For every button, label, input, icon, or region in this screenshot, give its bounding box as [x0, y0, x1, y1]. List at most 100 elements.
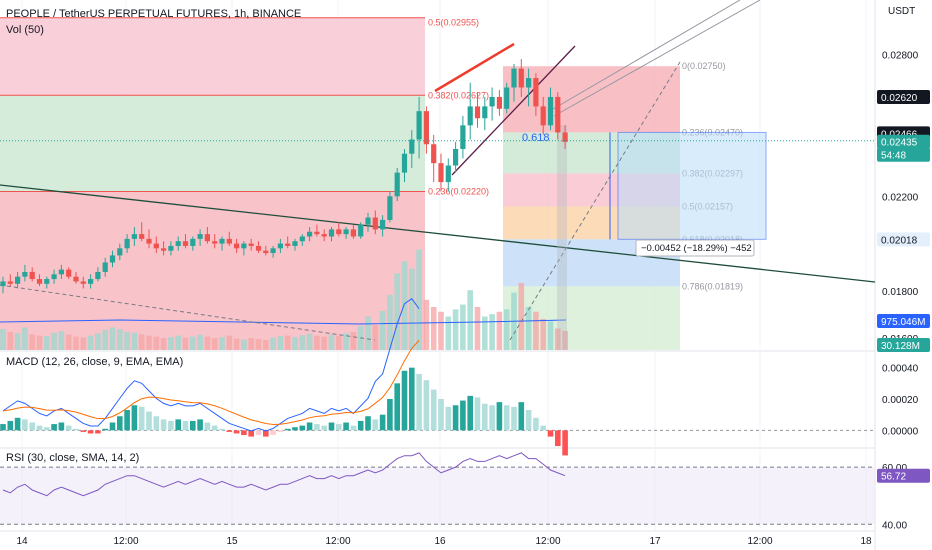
- candle-body: [95, 271, 101, 280]
- macd-tick: 0.00020: [882, 395, 919, 406]
- channel-line: [547, 0, 741, 113]
- volume-bar: [336, 335, 342, 350]
- rsi-value-tag: 56.72: [881, 472, 906, 483]
- candle-body: [445, 165, 451, 183]
- measure-tooltip-box: [635, 239, 755, 257]
- macd-histogram-bar: [489, 405, 495, 431]
- macd-histogram-bar: [314, 424, 320, 431]
- candle-body: [409, 139, 415, 154]
- volume-bar: [314, 335, 320, 350]
- macd-histogram-bar: [146, 411, 152, 431]
- volume-bar: [168, 337, 174, 350]
- time-tick: 15: [226, 536, 238, 547]
- price-tag-low: 0.02018: [881, 235, 918, 246]
- candle-body: [555, 96, 561, 133]
- candle-body: [7, 281, 13, 284]
- volume-bar: [503, 309, 510, 350]
- volume-bar: [14, 333, 21, 350]
- candle-body: [255, 245, 262, 251]
- candle-body: [73, 276, 79, 282]
- macd-line: [2, 298, 420, 432]
- macd-histogram-bar: [197, 419, 203, 431]
- candle-body: [139, 234, 145, 239]
- volume-bar: [29, 334, 35, 350]
- volume-bar: [211, 338, 218, 350]
- volume-bar: [562, 330, 568, 350]
- macd-histogram-bar: [263, 430, 269, 437]
- candle-body: [292, 241, 298, 246]
- fib-label-right: 0(0.02750): [682, 61, 726, 71]
- candle-body: [146, 238, 152, 244]
- macd-histogram-bar: [445, 406, 452, 431]
- volume-bar: [153, 336, 160, 350]
- volume-bar: [401, 261, 408, 350]
- volume-bar: [496, 311, 503, 350]
- fib-zone-left-mid: [0, 95, 425, 192]
- macd-histogram-bar: [80, 430, 87, 432]
- price-tag-countdown: 54:48: [881, 151, 906, 162]
- macd-histogram-bar: [474, 397, 481, 431]
- macd-histogram-bar: [438, 399, 444, 431]
- volume-bar: [277, 336, 284, 350]
- candle-body: [197, 234, 203, 239]
- candle-body: [526, 78, 532, 88]
- volume-bar: [547, 321, 554, 350]
- time-tick: 12:00: [113, 536, 138, 547]
- volume-bar: [0, 328, 6, 350]
- macd-histogram-bar: [409, 367, 415, 431]
- macd-histogram-bar: [372, 419, 379, 431]
- macd-histogram-bar: [219, 428, 225, 431]
- macd-histogram-bar: [336, 424, 342, 431]
- volume-bar: [489, 314, 495, 350]
- candle-body: [175, 241, 181, 246]
- volume-bar: [255, 339, 262, 350]
- volume-bar: [65, 334, 72, 350]
- macd-histogram-bar: [321, 425, 327, 431]
- price-tag-low-bg: [877, 232, 930, 247]
- macd-histogram-bar: [233, 430, 240, 434]
- macd-histogram-bar: [518, 402, 525, 431]
- macd-histogram-bar: [117, 416, 123, 431]
- volume-bar: [226, 335, 233, 350]
- candle-body: [365, 217, 371, 225]
- macd-histogram-bar: [533, 417, 539, 431]
- volume-bar: [80, 337, 87, 350]
- volume-bar: [328, 334, 335, 350]
- macd-histogram-bar: [124, 409, 130, 431]
- candle-body: [270, 248, 276, 254]
- volume-bar: [416, 249, 422, 350]
- candle-body: [299, 236, 305, 242]
- candle-body: [511, 68, 517, 88]
- candle-body: [44, 279, 50, 284]
- volume-bar: [233, 338, 240, 350]
- macd-histogram-bar: [138, 406, 145, 431]
- candle-body: [533, 78, 539, 107]
- candle-body: [460, 125, 466, 149]
- candle-body: [168, 245, 174, 251]
- rsi-line: [2, 452, 566, 497]
- macd-histogram-bar: [284, 428, 291, 431]
- macd-histogram-bar: [416, 373, 422, 431]
- volume-bar: [387, 295, 393, 350]
- macd-histogram-bar: [44, 427, 50, 431]
- macd-histogram-bar: [525, 409, 532, 431]
- price-tick: 0.02200: [882, 192, 919, 203]
- volume-bar: [423, 299, 430, 350]
- candle-body: [358, 224, 364, 237]
- candle-body: [336, 229, 342, 235]
- rsi-tick: 40.00: [882, 520, 907, 531]
- macd-histogram-bar: [467, 395, 473, 431]
- macd-histogram-bar: [160, 419, 167, 431]
- candle-body: [212, 241, 218, 244]
- volume-bar: [452, 309, 459, 350]
- candle-body: [58, 269, 64, 275]
- chart-title: PEOPLE / TetherUS PERPETUAL FUTURES, 1h,…: [6, 8, 302, 20]
- macd-histogram-bar: [343, 422, 349, 431]
- candle-body: [438, 163, 444, 183]
- volume-bar: [299, 335, 306, 350]
- volume-bar: [533, 311, 539, 350]
- candle-body: [29, 271, 35, 280]
- candle-body: [489, 96, 495, 107]
- volume-bar: [518, 283, 525, 350]
